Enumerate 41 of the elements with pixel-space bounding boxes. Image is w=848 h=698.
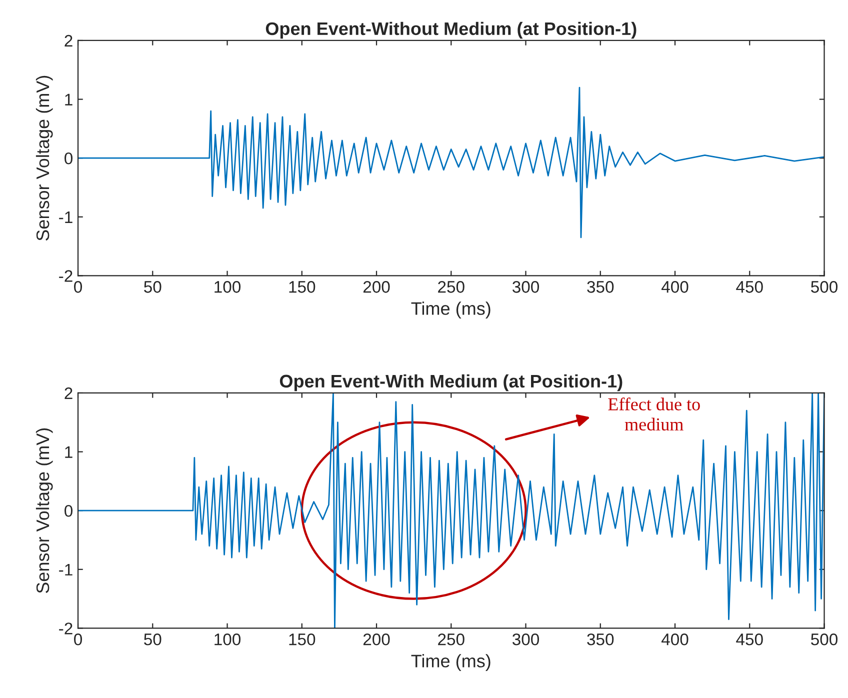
y-tick-label: 1: [65, 94, 72, 106]
x-tick-label: 350: [587, 634, 614, 646]
x-axis-title: Time (ms): [411, 654, 490, 671]
x-tick-label: 500: [811, 281, 838, 293]
y-tick-label: -2: [59, 622, 72, 634]
x-tick-label: 50: [144, 281, 162, 293]
y-tick-label: 1: [65, 446, 72, 458]
x-tick-label: 300: [512, 281, 540, 293]
x-tick-label: 350: [587, 281, 614, 293]
x-tick-label: 50: [144, 634, 162, 646]
x-tick-label: 450: [736, 634, 763, 646]
y-tick-label: -1: [59, 211, 72, 223]
x-axis-title: Time (ms): [411, 302, 490, 318]
x-tick-label: 500: [811, 634, 838, 646]
x-tick-label: 200: [363, 281, 390, 293]
x-tick-label: 150: [289, 281, 316, 293]
annotation: Effect due to medium: [608, 397, 700, 431]
chart-title: Open Event-Without Medium (at Position-1): [266, 22, 636, 39]
y-tick-label: -1: [59, 564, 72, 576]
y-axis-title: Sensor Voltage (mV): [36, 428, 53, 594]
x-tick-label: 400: [661, 281, 688, 293]
y-tick-label: 0: [64, 152, 73, 164]
x-tick-label: 250: [438, 281, 464, 293]
x-tick-label: 100: [214, 634, 241, 646]
x-tick-label: 300: [512, 634, 540, 646]
y-tick-label: 2: [64, 34, 72, 47]
x-tick-label: 150: [289, 634, 316, 646]
x-tick-label: 100: [214, 281, 241, 293]
chart-title: Open Event-With Medium (at Position-1): [280, 374, 622, 392]
y-tick-label: 0: [64, 504, 73, 517]
x-tick-label: 250: [438, 634, 464, 646]
x-tick-label: 200: [363, 634, 390, 646]
line-series: [78, 392, 824, 628]
x-tick-label: 0: [74, 281, 82, 293]
line-series: [78, 86, 824, 238]
x-tick-label: 0: [74, 634, 82, 646]
x-tick-label: 400: [661, 634, 688, 646]
y-axis-title: Sensor Voltage (mV): [36, 76, 53, 241]
y-tick-label: 2: [64, 387, 72, 400]
x-tick-label: 450: [736, 281, 763, 293]
y-tick-label: -2: [59, 270, 72, 282]
